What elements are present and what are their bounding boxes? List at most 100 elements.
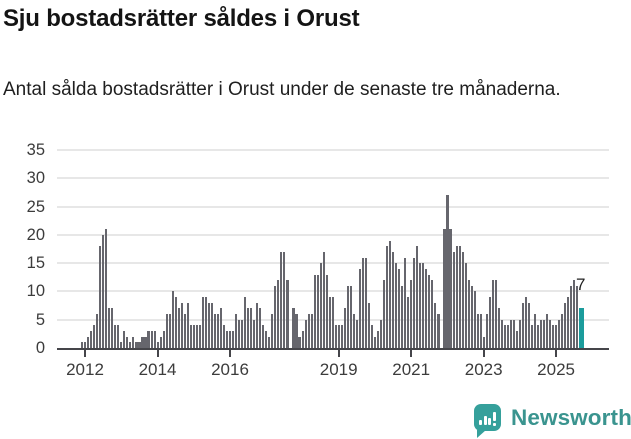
x-axis-tick: [156, 349, 159, 357]
bar: [570, 285, 573, 348]
bar: [552, 325, 555, 348]
bar: [325, 274, 328, 348]
bar: [573, 280, 576, 348]
bar: [253, 319, 256, 348]
bar: [334, 325, 337, 348]
gridline: [57, 290, 609, 293]
bar: [518, 319, 522, 348]
bar: [479, 314, 482, 348]
bar: [337, 325, 340, 348]
x-axis-line: [57, 348, 609, 351]
x-axis-label: 2023: [464, 360, 503, 379]
bar: [204, 297, 207, 348]
bar: [120, 342, 123, 348]
bar: [413, 257, 416, 348]
bar: [443, 229, 446, 348]
bar: [183, 314, 186, 348]
bar: [177, 308, 180, 348]
bar: [210, 302, 214, 348]
bar: [81, 342, 84, 348]
bar: [283, 251, 286, 348]
bar: [464, 263, 467, 348]
x-axis-tick: [555, 349, 558, 357]
bar: [99, 246, 102, 348]
bar: [534, 314, 537, 348]
bar: [222, 325, 226, 348]
bar: [349, 285, 352, 348]
bar: [449, 229, 452, 348]
y-axis-label: 30: [26, 169, 45, 188]
bar: [250, 308, 253, 348]
bar: [198, 325, 201, 348]
bar: [232, 331, 235, 348]
bar: [307, 314, 310, 348]
x-axis-label: 2021: [392, 360, 431, 379]
bar: [292, 308, 295, 348]
bar: [386, 246, 389, 348]
bar: [416, 246, 419, 348]
bar: [286, 280, 289, 348]
bar: [509, 319, 512, 348]
x-axis-label: 2014: [138, 360, 177, 379]
bar: [117, 325, 120, 348]
bar: [123, 331, 126, 348]
x-axis-tick: [410, 349, 413, 357]
bar: [346, 285, 349, 348]
bar: [159, 336, 162, 348]
bar: [277, 280, 280, 348]
gridline: [57, 233, 609, 236]
bar: [102, 234, 105, 348]
bar: [437, 314, 440, 348]
bar: [174, 297, 177, 348]
bar: [195, 325, 198, 348]
bar: [352, 314, 355, 348]
bar: [380, 319, 383, 348]
bar: [410, 280, 413, 348]
bar: [528, 302, 531, 348]
bar: [358, 268, 361, 348]
bar: [319, 263, 322, 348]
x-axis-tick: [84, 349, 86, 357]
bar: [271, 314, 274, 348]
bar: [259, 308, 262, 348]
bar: [129, 342, 132, 348]
bar: [201, 297, 204, 348]
bar: [144, 336, 147, 348]
bar: [147, 331, 150, 348]
bar: [165, 314, 168, 348]
bar: [162, 331, 165, 348]
bar: [168, 314, 171, 348]
bar: [114, 325, 117, 348]
gridline: [57, 262, 609, 265]
bar: [111, 308, 114, 348]
bar: [567, 297, 570, 348]
bar: [135, 342, 138, 348]
x-axis-label: 2012: [66, 360, 104, 379]
bar: [328, 297, 331, 348]
bar: [431, 280, 434, 348]
bar: [274, 285, 277, 348]
bar: [108, 308, 111, 348]
bar: [392, 251, 395, 348]
x-axis-label: 2016: [211, 360, 249, 379]
y-axis-label: 35: [26, 141, 45, 159]
bar: [540, 319, 543, 348]
bar: [482, 336, 485, 348]
x-axis-tick: [482, 349, 485, 357]
y-axis-label: 25: [26, 197, 45, 216]
bar: [361, 257, 365, 348]
bar: [343, 308, 346, 348]
bar: [395, 263, 398, 348]
bar: [488, 297, 491, 348]
bar: [476, 314, 479, 348]
bar: [549, 319, 552, 348]
bar: [322, 251, 325, 348]
bar: [524, 297, 528, 348]
x-axis-tick: [337, 349, 340, 357]
bar: [506, 325, 509, 348]
bar: [301, 331, 304, 348]
bar: [515, 331, 519, 348]
y-axis-label: 20: [26, 225, 45, 244]
